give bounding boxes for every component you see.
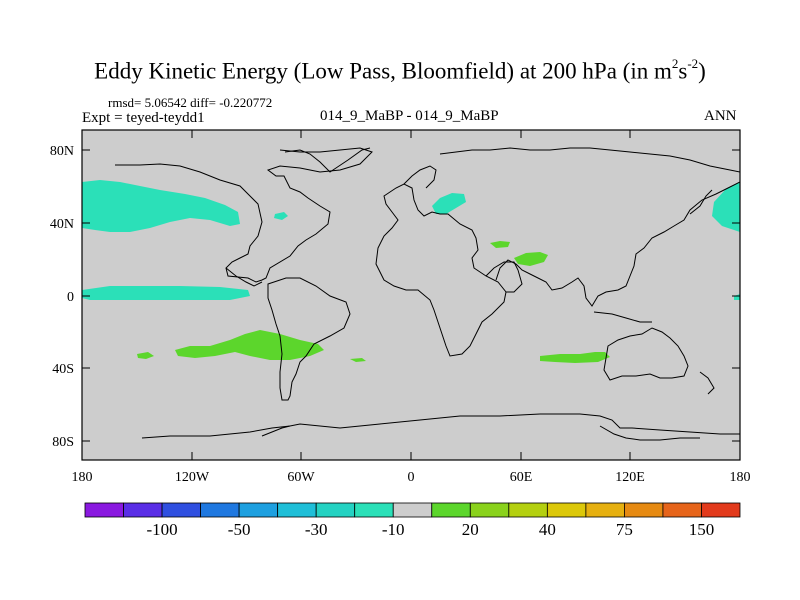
west-pacific-negative-patch: [712, 182, 740, 232]
central-america-coastline: [225, 267, 263, 287]
antarctic-peninsula-coastline: [261, 425, 291, 437]
colorbar-label: 40: [539, 520, 556, 539]
antarctica-coastline: [141, 413, 740, 439]
colorbar-swatch: [701, 502, 741, 518]
colorbar-label: 20: [462, 520, 479, 539]
australia-coastline: [603, 327, 689, 381]
europe-negative-patch: [432, 193, 466, 214]
atlantic-negative-patch: [274, 212, 288, 220]
asia-coastline: [439, 147, 741, 307]
lon-tick-120w: 120W: [175, 470, 210, 485]
colorbar-label: 75: [616, 520, 633, 539]
lon-tick-60w: 60W: [287, 470, 315, 485]
colorbar-swatch: [238, 502, 279, 518]
indian-ocean-positive-patch: [540, 352, 610, 363]
lat-tick-0: 0: [67, 290, 74, 305]
colorbar-swatch: [508, 502, 548, 518]
experiment-label: Expt = teyed-teydd1: [82, 110, 205, 126]
southeast-asia-islands-coastline: [593, 311, 652, 323]
colorbar-label: 150: [689, 520, 715, 539]
colorbar-swatch: [315, 502, 356, 518]
asia-positive-patch: [514, 252, 548, 266]
colorbar-swatch: [392, 502, 433, 518]
europe-africa-coastline: [375, 183, 507, 357]
colorbar-swatch: [200, 502, 240, 518]
stats-text: rmsd= 5.06542 diff= -0.220772: [108, 95, 273, 110]
colorbar-swatch: [161, 502, 201, 518]
mediterranean-positive-patch: [490, 241, 510, 248]
colorbar-swatch: [84, 502, 124, 518]
colorbar-label: -50: [228, 520, 251, 539]
difference-label: 014_9_MaBP - 014_9_MaBP: [320, 108, 499, 124]
lon-tick-60e: 60E: [510, 470, 533, 485]
colorbar-swatch: [354, 502, 394, 518]
lat-tick-40s: 40S: [52, 362, 74, 377]
south-pacific-positive-patch: [137, 352, 154, 359]
colorbar-labels: -100 -50 -30 -10 20 40 75 150: [146, 520, 714, 539]
greenland-coastline: [284, 147, 371, 173]
japan-coastline: [689, 189, 713, 215]
colorbar-label: -10: [382, 520, 405, 539]
coastlines: [115, 147, 741, 441]
colorbar-swatch: [123, 502, 163, 518]
colorbar-label: -100: [146, 520, 177, 539]
colorbar-swatch: [624, 502, 664, 518]
lon-tick-120e: 120E: [615, 470, 645, 485]
colorbar-label: -30: [305, 520, 328, 539]
colorbar-swatch: [546, 502, 587, 518]
season-label: ANN: [704, 108, 737, 124]
lat-tick-40n: 40N: [50, 217, 74, 232]
colorbar-swatch: [662, 502, 702, 518]
north-america-coastline: [115, 147, 373, 283]
arabia-coastline: [485, 261, 523, 293]
lon-tick-180-east: 180: [730, 470, 751, 485]
plot-title: Eddy Kinetic Energy (Low Pass, Bloomfiel…: [94, 56, 706, 84]
latitude-axis: 80N 40N 0 40S 80S: [50, 144, 740, 450]
equatorial-pacific-negative-patch: [82, 286, 250, 300]
north-pacific-negative-patch: [82, 180, 240, 232]
south-america-positive-patch: [175, 330, 324, 360]
south-america-coastline: [267, 277, 351, 401]
new-zealand-coastline: [699, 371, 715, 395]
south-atlantic-positive-patch: [350, 358, 366, 362]
positive-anomaly-patches: [137, 241, 610, 363]
colorbar: [84, 502, 741, 518]
ice-shelf-coastline: [599, 425, 700, 441]
negative-anomaly-patches: [82, 180, 740, 300]
lat-tick-80n: 80N: [50, 144, 74, 159]
lon-tick-0: 0: [408, 470, 415, 485]
colorbar-swatch: [585, 502, 625, 518]
lat-tick-80s: 80S: [52, 435, 74, 450]
colorbar-swatch: [469, 502, 510, 518]
scandinavia-coastline: [403, 165, 437, 189]
colorbar-swatch: [277, 502, 317, 518]
colorbar-swatch: [431, 502, 471, 518]
lon-tick-180-west: 180: [72, 470, 93, 485]
longitude-axis: 180 120W 60W 0 60E 120E 180: [72, 130, 751, 485]
